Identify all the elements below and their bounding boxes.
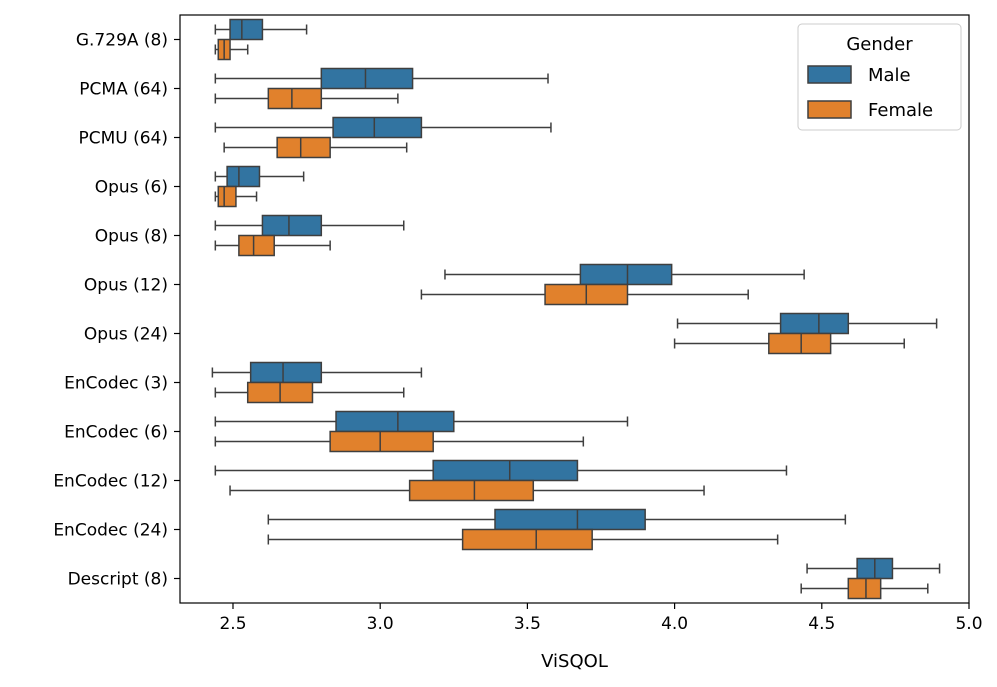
x-tick-label: 4.5: [808, 614, 835, 634]
box-male-11: [806, 557, 941, 580]
box-iqr: [768, 332, 832, 355]
y-tick-label: Descript (8): [68, 570, 168, 590]
box-female-5: [420, 283, 749, 306]
box-male-6: [676, 312, 938, 335]
legend-label-male: Male: [868, 65, 911, 86]
box-male-7: [211, 361, 423, 384]
box-female-2: [223, 136, 408, 159]
box-male-10: [267, 508, 847, 531]
x-axis-label: ViSQOL: [541, 651, 608, 672]
y-tick-label: PCMU (64): [78, 129, 168, 149]
box-iqr: [320, 67, 414, 90]
y-tick-label: Opus (6): [95, 178, 168, 198]
box-iqr: [267, 87, 323, 110]
y-tick-label: Opus (12): [84, 276, 168, 296]
plot-area-frame: [179, 14, 970, 604]
y-tick-label: EnCodec (3): [64, 374, 168, 394]
box-female-7: [214, 381, 405, 404]
x-tick-label: 3.5: [514, 614, 541, 634]
legend-swatch-male: [807, 65, 852, 84]
box-male-5: [444, 263, 805, 286]
y-tick-label: G.729A (8): [76, 31, 168, 51]
y-tick-label: Opus (8): [95, 227, 168, 247]
box-iqr: [332, 116, 423, 139]
box-male-0: [214, 18, 308, 41]
box-iqr: [329, 430, 434, 453]
legend-title: Gender: [846, 34, 913, 55]
x-tick-label: 2.5: [219, 614, 246, 634]
box-iqr: [261, 214, 323, 237]
y-tick-label: Opus (24): [84, 325, 168, 345]
box-male-1: [214, 67, 549, 90]
box-iqr: [238, 234, 275, 257]
box-iqr: [249, 361, 323, 384]
box-female-6: [673, 332, 905, 355]
box-iqr: [779, 312, 850, 335]
box-iqr: [226, 165, 261, 188]
box-female-9: [229, 479, 705, 502]
box-iqr: [494, 508, 646, 531]
box-iqr: [217, 185, 237, 208]
boxes-layer: [211, 18, 941, 600]
box-male-9: [214, 459, 788, 482]
box-female-8: [214, 430, 585, 453]
box-female-4: [214, 234, 331, 257]
box-male-4: [214, 214, 405, 237]
box-female-1: [214, 87, 399, 110]
x-tick-label: 4.0: [661, 614, 688, 634]
box-female-0: [214, 38, 249, 61]
box-iqr: [847, 577, 882, 600]
box-iqr: [229, 18, 264, 41]
x-tick-label: 5.0: [955, 614, 982, 634]
box-iqr: [432, 459, 579, 482]
box-iqr: [461, 528, 593, 551]
legend-label-female: Female: [868, 100, 933, 121]
box-male-2: [214, 116, 552, 139]
legend: Gender Male Female: [797, 23, 962, 131]
y-tick-label: PCMA (64): [79, 80, 168, 100]
box-female-10: [267, 528, 779, 551]
box-iqr: [276, 136, 331, 159]
box-female-3: [214, 185, 258, 208]
legend-swatch-female: [807, 100, 852, 119]
axes-layer: G.729A (8) PCMA (64) PCMU (64) Opus (6) Opus…: [53, 31, 982, 635]
box-iqr: [408, 479, 535, 502]
y-tick-label: EnCodec (12): [53, 472, 168, 492]
box-male-8: [214, 410, 629, 433]
box-female-11: [800, 577, 929, 600]
y-tick-label: EnCodec (24): [53, 521, 168, 541]
box-iqr: [579, 263, 673, 286]
box-iqr: [335, 410, 455, 433]
y-tick-label: EnCodec (6): [64, 423, 168, 443]
box-male-3: [214, 165, 305, 188]
x-tick-label: 3.0: [367, 614, 394, 634]
